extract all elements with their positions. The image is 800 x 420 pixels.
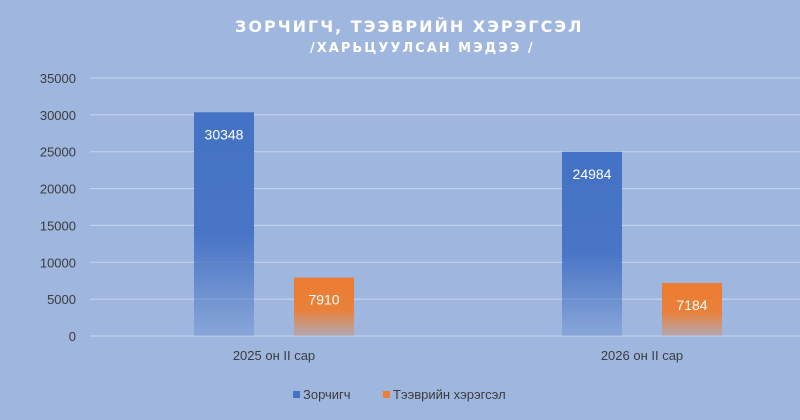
chart-title: ЗОРЧИГЧ, ТЭЭВРИЙН ХЭРЭГСЭЛ — [235, 17, 583, 36]
y-axis: 0 5000 10000 15000 20000 25000 30000 35000 — [40, 71, 76, 344]
x-category-label: 2025 он II сар — [233, 348, 315, 363]
chart-subtitle: /ХАРЬЦУУЛСАН МЭДЭЭ / — [310, 41, 535, 56]
x-category-label: 2026 он II сар — [601, 348, 683, 363]
legend: Зорчигч Тээврийн хэрэгсэл — [293, 387, 506, 402]
legend-label: Тээврийн хэрэгсэл — [393, 387, 506, 402]
data-label: 30348 — [205, 126, 244, 142]
bars: 30348 7910 24984 7184 — [194, 112, 722, 336]
y-tick-label: 25000 — [40, 145, 76, 160]
data-label: 7184 — [676, 297, 707, 313]
legend-label: Зорчигч — [303, 387, 351, 402]
bar-vehicles-0 — [294, 277, 354, 336]
y-tick-label: 15000 — [40, 218, 76, 233]
bar-vehicles-1 — [662, 283, 722, 336]
legend-swatch — [293, 391, 300, 398]
bar-passengers-0 — [194, 112, 254, 336]
y-tick-label: 35000 — [40, 71, 76, 86]
bar-passengers-1 — [562, 151, 622, 336]
data-label: 7910 — [308, 292, 339, 308]
data-label: 24984 — [573, 166, 612, 182]
y-tick-label: 10000 — [40, 255, 76, 270]
x-axis: 2025 он II сар 2026 он II сар — [233, 348, 683, 363]
y-tick-label: 5000 — [47, 292, 76, 307]
y-tick-label: 0 — [69, 329, 76, 344]
y-tick-label: 20000 — [40, 182, 76, 197]
legend-swatch — [383, 391, 390, 398]
y-tick-label: 30000 — [40, 108, 76, 123]
